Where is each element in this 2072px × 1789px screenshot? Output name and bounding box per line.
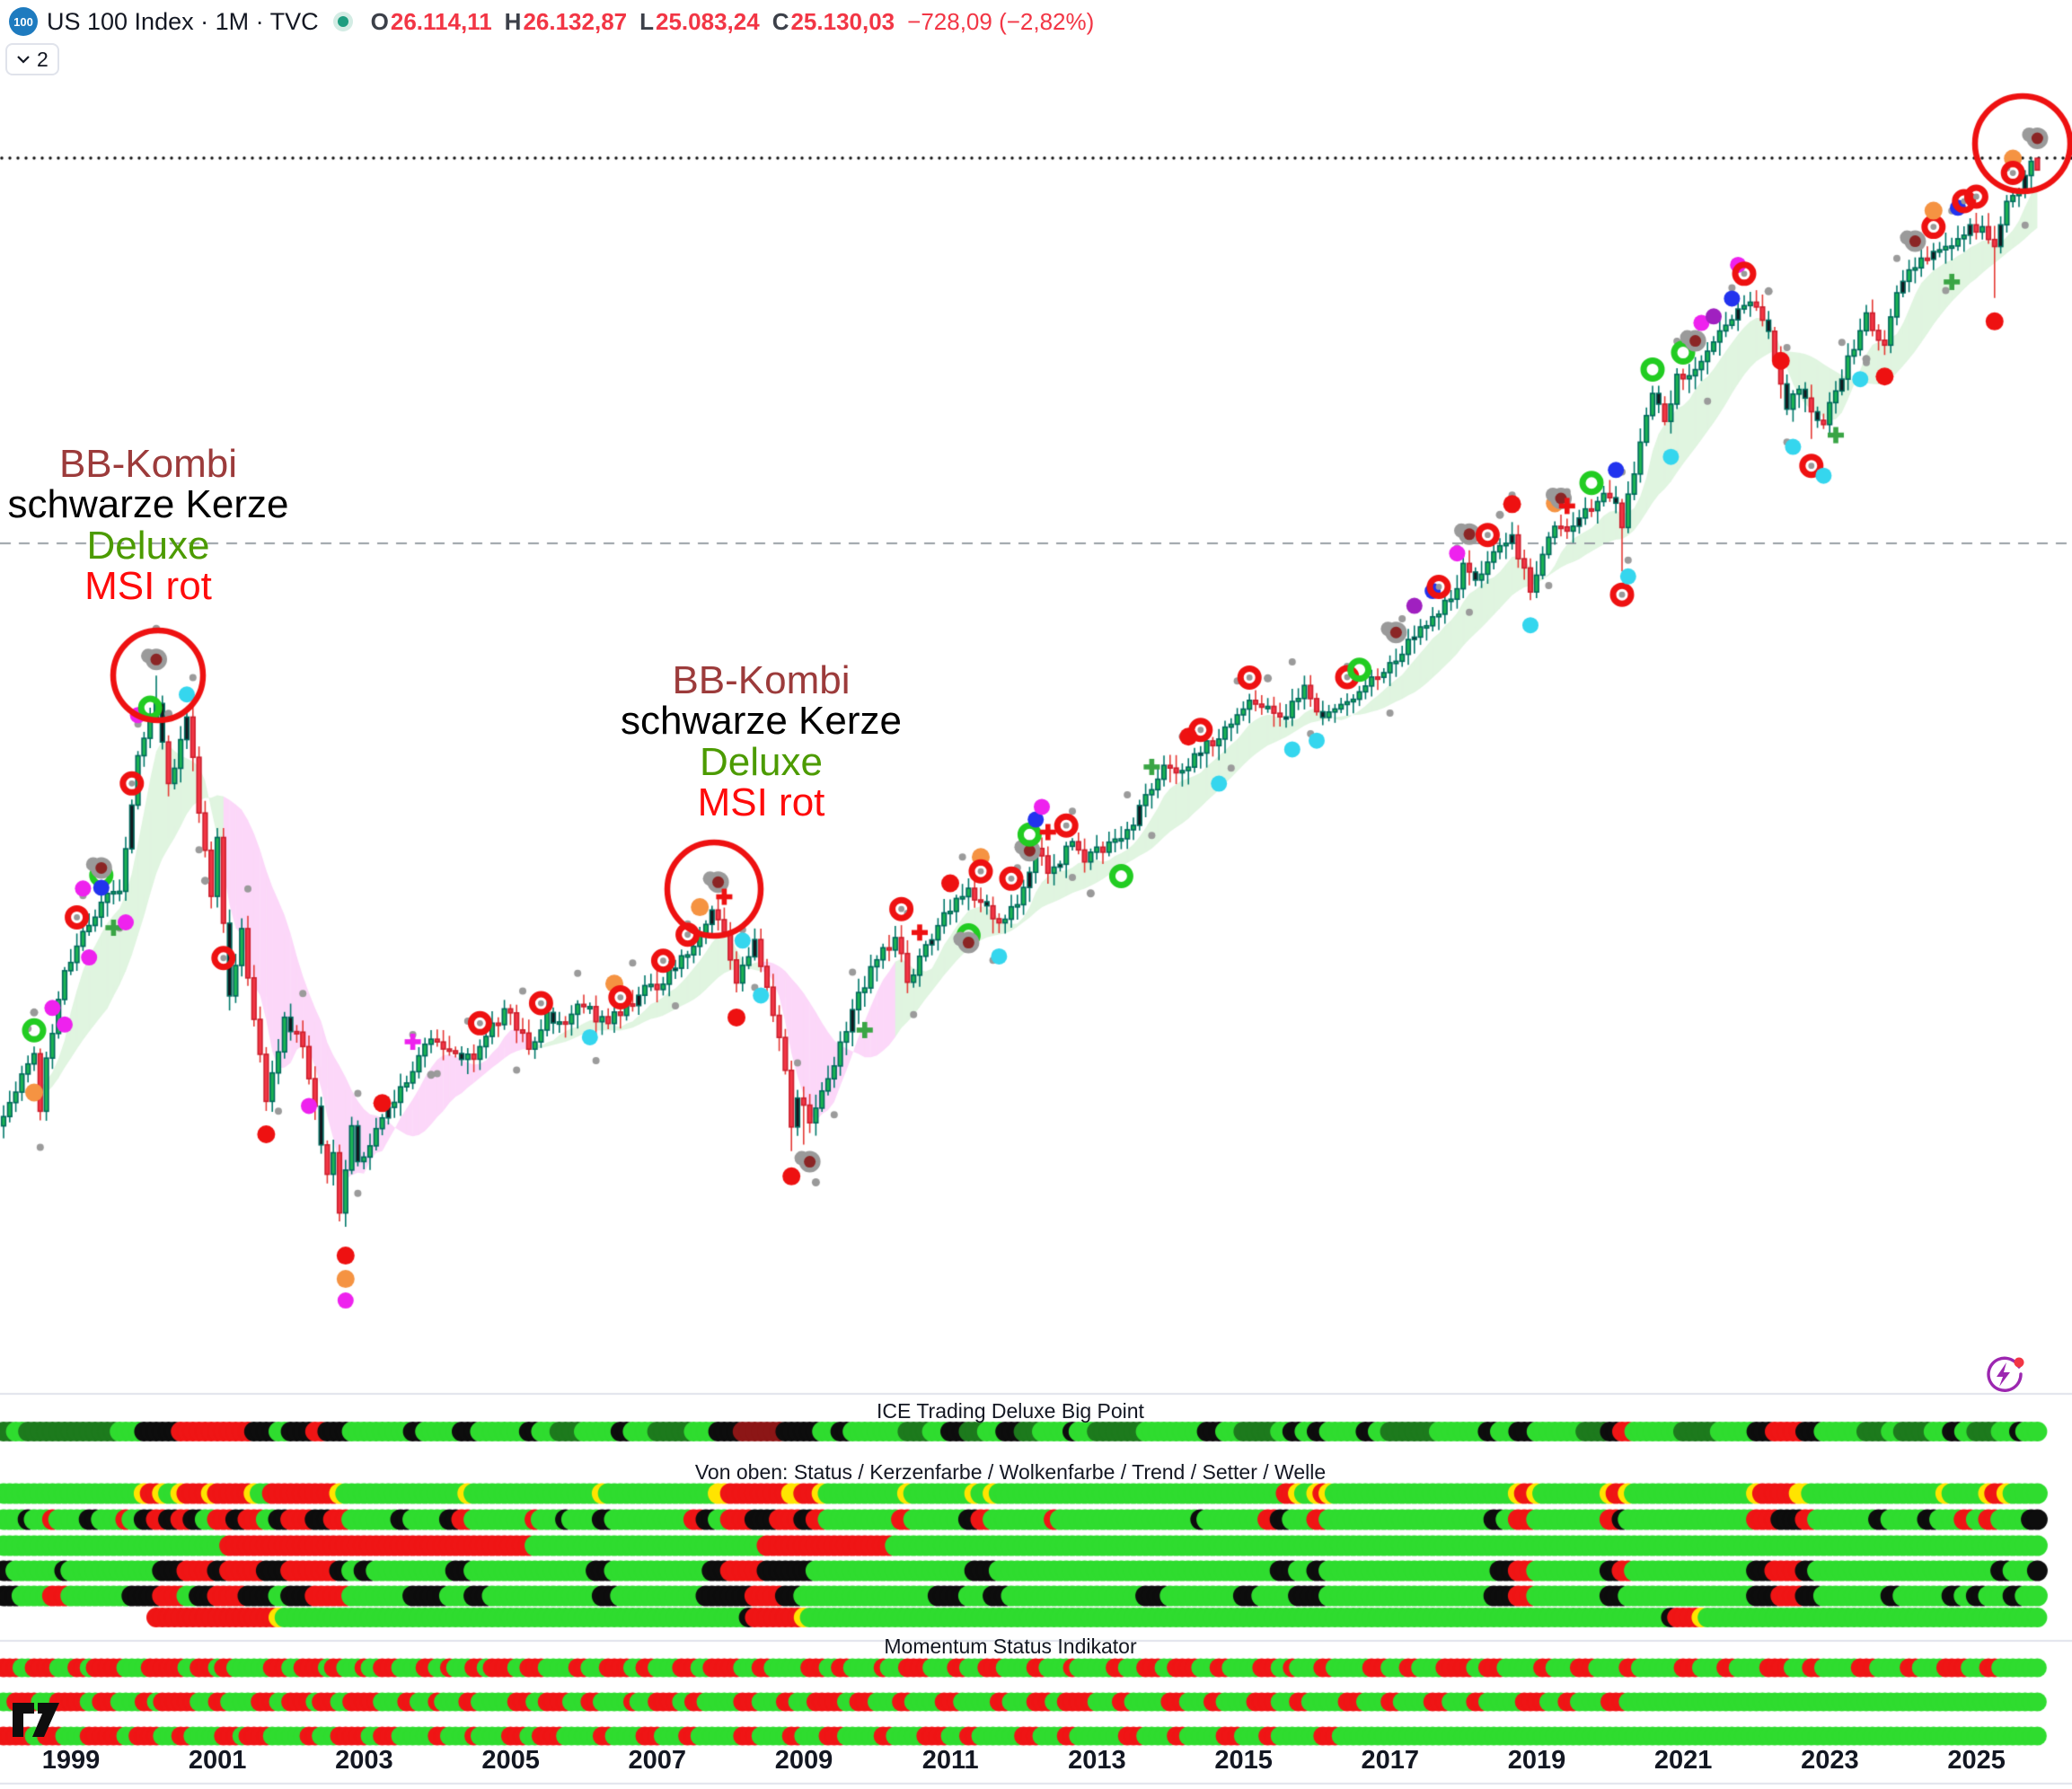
year-label: 2007 — [628, 1746, 687, 1775]
chart-legend: 100 US 100 Index · 1M · TVC O 26.114,11 H… — [9, 7, 1094, 36]
refresh-flash-icon[interactable] — [1985, 1354, 2024, 1394]
high-label: H — [504, 7, 522, 35]
annotation-bb-kombi-2007[interactable]: BB-Kombi schwarze Kerze Deluxe MSI rot — [584, 658, 939, 824]
open-label: O — [370, 7, 389, 35]
annotation-line: MSI rot — [697, 780, 825, 824]
collapse-indicators-button[interactable]: 2 — [5, 43, 59, 75]
low-label: L — [639, 7, 655, 35]
panel-title-momentum: Momentum Status Indikator — [884, 1635, 1137, 1658]
year-label: 2005 — [481, 1746, 540, 1775]
hidden-indicator-count: 2 — [37, 47, 48, 71]
notification-dot — [2014, 1357, 2024, 1368]
year-label: 2025 — [1947, 1746, 2006, 1775]
low-value: 25.083,24 — [656, 7, 760, 35]
symbol-badge-icon: 100 — [9, 7, 38, 36]
symbol-title[interactable]: US 100 Index · 1M · TVC — [47, 7, 319, 35]
annotation-line: schwarze Kerze — [7, 482, 289, 527]
year-label: 1999 — [41, 1746, 101, 1775]
high-value: 26.132,87 — [523, 7, 628, 35]
year-label: 2015 — [1214, 1746, 1273, 1775]
year-label: 2021 — [1653, 1746, 1713, 1775]
annotation-line: BB-Kombi — [58, 442, 238, 486]
ohlc-values: O 26.114,11 H 26.132,87 L 25.083,24 C 25.130… — [371, 8, 1095, 36]
annotation-line: Deluxe — [86, 523, 210, 568]
year-label: 2017 — [1361, 1746, 1420, 1775]
chevron-down-icon — [17, 56, 30, 64]
annotation-line: Deluxe — [700, 739, 823, 784]
year-label: 2001 — [188, 1746, 247, 1775]
market-status-icon[interactable] — [332, 12, 353, 31]
tradingview-logo[interactable] — [11, 1701, 61, 1739]
annotation-line: BB-Kombi — [672, 658, 851, 702]
close-label: C — [771, 7, 789, 35]
annotation-line: MSI rot — [84, 563, 212, 608]
panel-title-von-oben: Von oben: Status / Kerzenfarbe / Wolkenf… — [694, 1460, 1327, 1484]
year-label: 2003 — [335, 1746, 393, 1775]
year-label: 2013 — [1068, 1746, 1126, 1775]
annotation-bb-kombi-2000[interactable]: BB-Kombi schwarze Kerze Deluxe MSI rot — [0, 442, 296, 608]
annotation-line: schwarze Kerze — [620, 699, 902, 744]
panel-title-ice-big-point: ICE Trading Deluxe Big Point — [877, 1399, 1144, 1423]
year-label: 2023 — [1801, 1746, 1859, 1775]
change-value: −728,09 (−2,82%) — [907, 7, 1095, 35]
close-value: 25.130,03 — [790, 7, 895, 35]
year-label: 2009 — [774, 1746, 833, 1775]
year-label: 2011 — [921, 1746, 979, 1775]
year-label: 2019 — [1507, 1746, 1566, 1775]
open-value: 26.114,11 — [390, 7, 492, 35]
